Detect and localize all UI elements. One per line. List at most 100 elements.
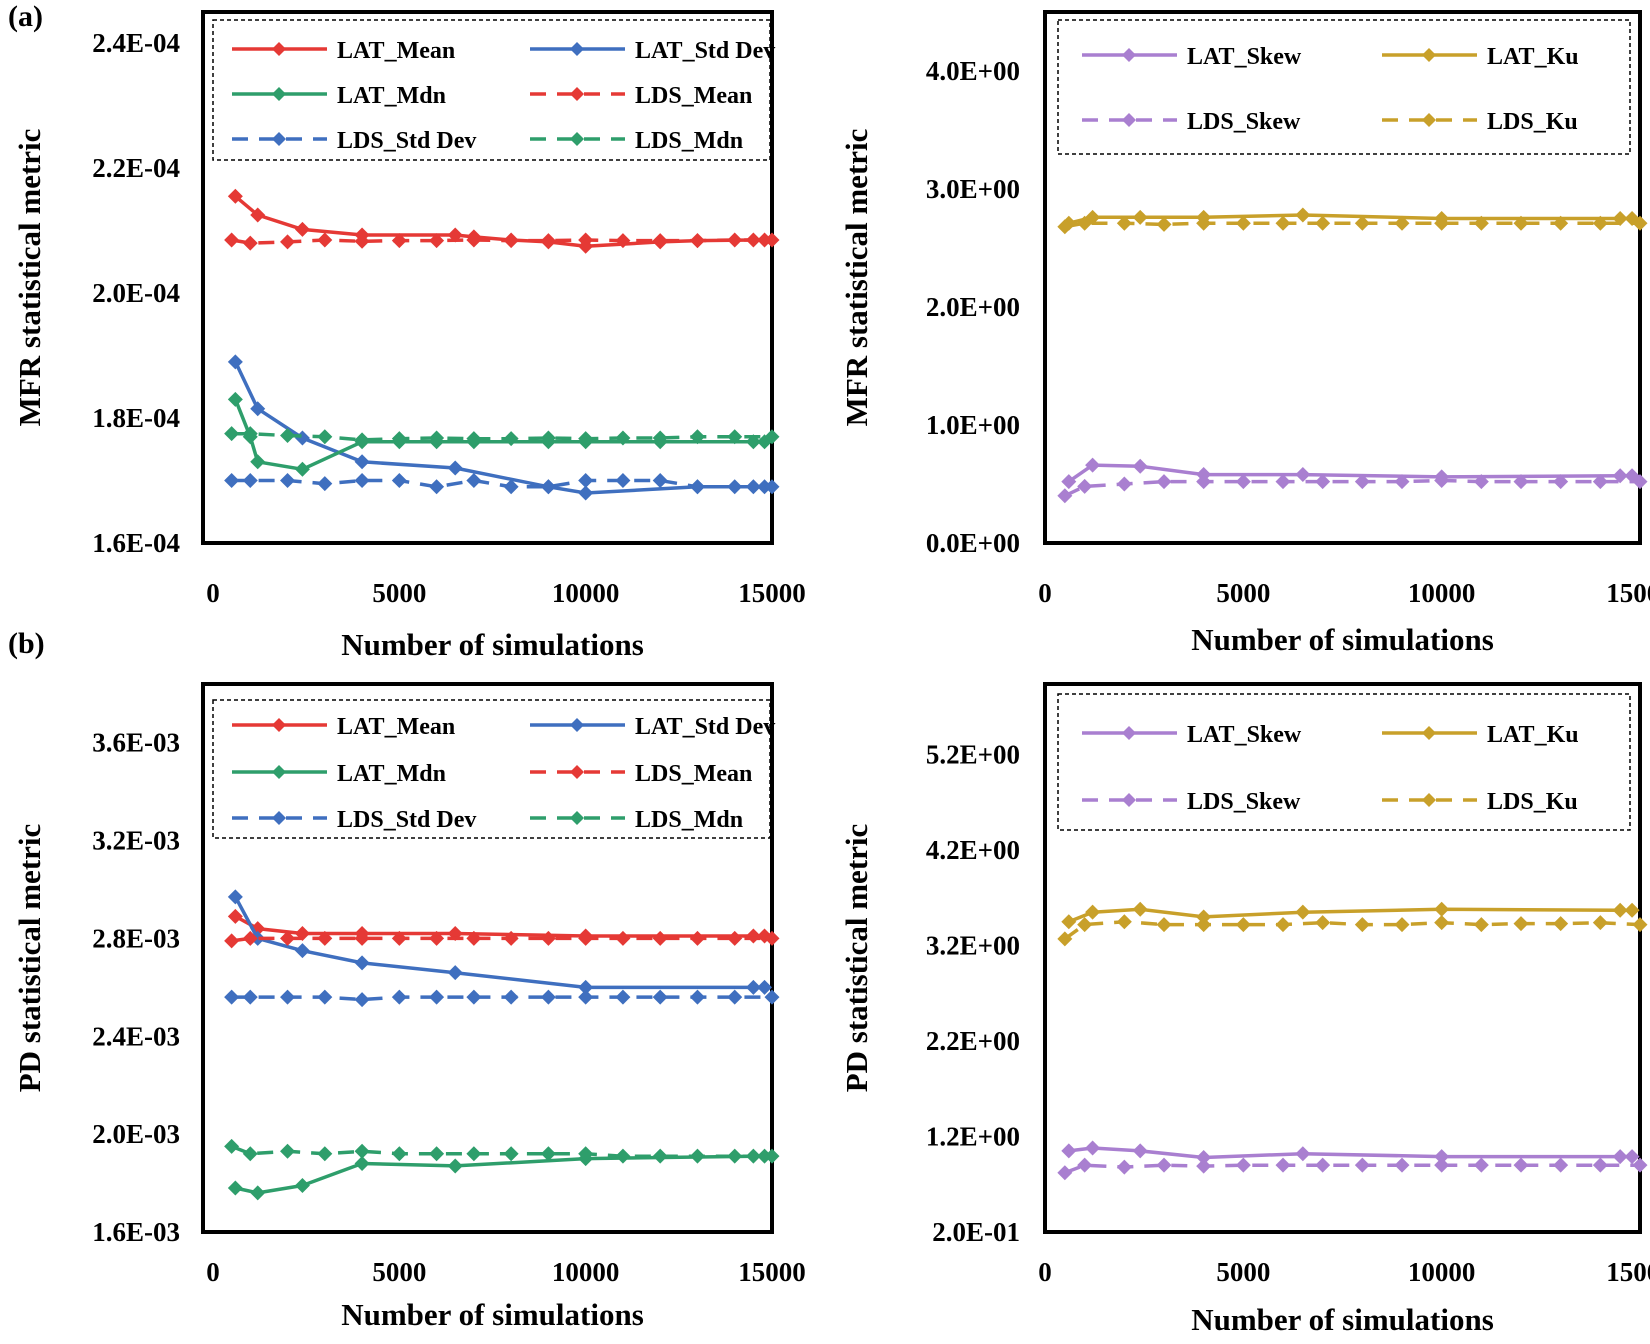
data-point	[280, 1143, 296, 1159]
data-point	[1132, 458, 1148, 474]
y-tick-label: 2.8E-03	[92, 923, 180, 953]
legend-label: LAT_Std Dev	[635, 38, 775, 64]
x-axis-label: Number of simulations	[1191, 622, 1494, 657]
data-point	[1315, 215, 1331, 231]
data-point	[1196, 1150, 1212, 1166]
legend-marker	[570, 811, 584, 825]
x-tick-label: 10000	[552, 1257, 620, 1287]
legend-box	[1057, 19, 1631, 155]
panel-label-a: (a)	[8, 0, 43, 33]
data-point	[689, 429, 705, 445]
data-point	[1057, 1165, 1073, 1181]
data-point	[429, 989, 445, 1005]
data-point	[1394, 474, 1410, 490]
data-point	[1473, 215, 1489, 231]
y-axis-label: PD statistical metric	[12, 824, 47, 1093]
data-point	[1434, 901, 1450, 917]
data-point	[391, 431, 407, 447]
y-tick-label: 2.4E-03	[92, 1021, 180, 1051]
data-point	[1085, 457, 1101, 473]
data-point	[466, 930, 482, 946]
series-line	[233, 895, 765, 990]
data-point	[1592, 915, 1608, 931]
legend-entry: LDS_Std Dev	[232, 807, 476, 833]
y-tick-label: 4.2E+00	[926, 835, 1020, 865]
data-point	[1116, 1159, 1132, 1175]
data-point	[578, 989, 594, 1005]
data-point	[224, 1138, 240, 1154]
legend-entry: LDS_Ku	[1382, 789, 1578, 815]
data-point	[503, 1146, 519, 1162]
y-tick-label: 3.6E-03	[92, 728, 180, 758]
data-point	[224, 989, 240, 1005]
data-point	[689, 989, 705, 1005]
x-tick-label: 5000	[1216, 578, 1270, 608]
series-lds_mdn	[224, 1138, 780, 1164]
x-tick-label: 15000	[738, 578, 806, 608]
legend-entry: LDS_Mean	[530, 761, 752, 787]
series-lat_mdn	[227, 1148, 773, 1201]
data-point	[540, 233, 556, 249]
data-point	[227, 908, 243, 924]
legend-label: LDS_Skew	[1187, 109, 1301, 135]
legend-entry: LAT_Mdn	[232, 761, 446, 787]
data-point	[354, 992, 370, 1008]
data-point	[1434, 472, 1450, 488]
data-point	[1354, 215, 1370, 231]
data-point	[764, 989, 780, 1005]
series-lat_mean	[227, 188, 773, 254]
data-point	[250, 454, 266, 470]
data-point	[317, 476, 333, 492]
data-point	[294, 221, 310, 237]
data-point	[447, 460, 463, 476]
series-line	[233, 361, 765, 495]
data-point	[578, 1146, 594, 1162]
legend-entry: LAT_Ku	[1382, 44, 1579, 70]
data-point	[1077, 917, 1093, 933]
legend-label: LAT_Mean	[337, 38, 455, 64]
y-tick-label: 2.2E+00	[926, 1026, 1020, 1056]
legend-label: LAT_Skew	[1187, 722, 1302, 748]
data-point	[1612, 1149, 1628, 1165]
data-point	[1354, 474, 1370, 490]
legend-entry: LAT_Skew	[1082, 722, 1302, 748]
data-point	[429, 430, 445, 446]
x-tick-label: 0	[206, 578, 220, 608]
legend-label: LDS_Mean	[635, 761, 752, 787]
data-point	[689, 930, 705, 946]
data-point	[1394, 215, 1410, 231]
data-point	[317, 429, 333, 445]
data-point	[317, 989, 333, 1005]
legend-entry: LAT_Skew	[1082, 44, 1302, 70]
data-point	[1057, 931, 1073, 947]
y-axis-label: PD statistical metric	[839, 824, 874, 1093]
y-tick-label: 1.6E-03	[92, 1217, 180, 1247]
x-tick-label: 15000	[738, 1257, 806, 1287]
legend-entry: LDS_Std Dev	[232, 128, 476, 154]
data-point	[1592, 215, 1608, 231]
data-point	[354, 432, 370, 448]
data-point	[727, 989, 743, 1005]
legend-label: LDS_Mdn	[635, 128, 743, 154]
plot-frame	[201, 10, 774, 545]
data-point	[242, 989, 258, 1005]
legend-box	[212, 19, 771, 161]
data-point	[1473, 1157, 1489, 1173]
series-line	[233, 398, 765, 472]
data-point	[224, 473, 240, 489]
series-lat_skew	[1061, 1140, 1640, 1166]
data-point	[1553, 1157, 1569, 1173]
data-point	[652, 930, 668, 946]
legend-marker	[272, 132, 286, 146]
legend-box	[1057, 693, 1631, 831]
legend-entry: LAT_Std Dev	[530, 714, 775, 740]
legend-entry: LDS_Ku	[1382, 109, 1578, 135]
series-lds_skew	[1057, 472, 1648, 504]
data-point	[1077, 1157, 1093, 1173]
data-point	[354, 1156, 370, 1171]
data-point	[1196, 909, 1212, 925]
data-point	[1632, 474, 1648, 490]
legend-label: LDS_Std Dev	[337, 807, 476, 833]
series-line	[1067, 463, 1633, 484]
legend-marker	[570, 87, 584, 101]
